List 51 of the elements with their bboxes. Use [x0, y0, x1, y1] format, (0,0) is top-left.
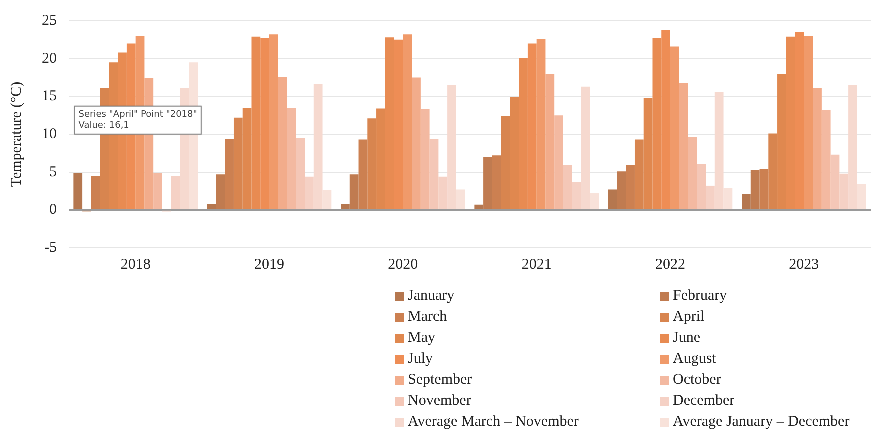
x-tick-label: 2018 — [120, 256, 151, 273]
bar — [554, 116, 564, 210]
bar — [278, 76, 288, 210]
bar — [74, 173, 83, 210]
bar — [430, 139, 439, 210]
bar — [679, 83, 688, 210]
legend-label: June — [673, 330, 700, 347]
bar — [813, 88, 822, 210]
bar — [536, 39, 546, 210]
y-axis-title: Temperature (°C) — [8, 82, 25, 188]
legend-label: Average March – November — [408, 414, 579, 431]
legend-label: February — [673, 288, 728, 305]
bar — [697, 164, 706, 210]
bar — [154, 173, 162, 210]
y-tick-label: 15 — [42, 88, 57, 105]
legend-label: July — [408, 351, 434, 368]
legend-label: April — [673, 309, 705, 326]
legend-label: Average January – December — [673, 414, 850, 431]
legend-label: October — [673, 372, 722, 389]
bar — [670, 46, 680, 210]
bar — [412, 78, 421, 210]
x-tick-label: 2022 — [656, 256, 686, 273]
bar — [296, 138, 306, 210]
bar — [804, 36, 814, 210]
legend-label: December — [673, 393, 735, 410]
annotation: Series "April" Point "2018" Value: 16,1 — [78, 110, 198, 132]
y-tick-label: 0 — [50, 202, 57, 218]
y-tick-label: 5 — [50, 164, 57, 180]
bar — [287, 108, 296, 210]
x-tick-label: 2020 — [388, 256, 418, 273]
bar — [688, 138, 698, 210]
bar — [403, 34, 412, 210]
x-tick-label: 2021 — [522, 256, 552, 273]
legend-label: March — [408, 309, 448, 326]
bar — [420, 110, 430, 210]
bar — [563, 166, 572, 210]
y-tick-label: 10 — [42, 126, 57, 142]
legend-label: September — [408, 372, 472, 389]
bar — [830, 154, 840, 210]
bar — [822, 110, 831, 210]
bar — [270, 34, 278, 210]
x-tick-label: 2019 — [254, 256, 284, 273]
x-tick-label: 2023 — [789, 256, 820, 273]
y-tick-label: 20 — [42, 50, 57, 67]
bar — [546, 74, 555, 210]
y-tick-label: -5 — [44, 240, 57, 256]
legend-label: November — [408, 393, 472, 410]
legend-label: May — [408, 330, 436, 347]
legend-label: August — [673, 351, 716, 368]
legend-label: January — [408, 288, 455, 305]
y-tick-label: 25 — [42, 12, 57, 29]
